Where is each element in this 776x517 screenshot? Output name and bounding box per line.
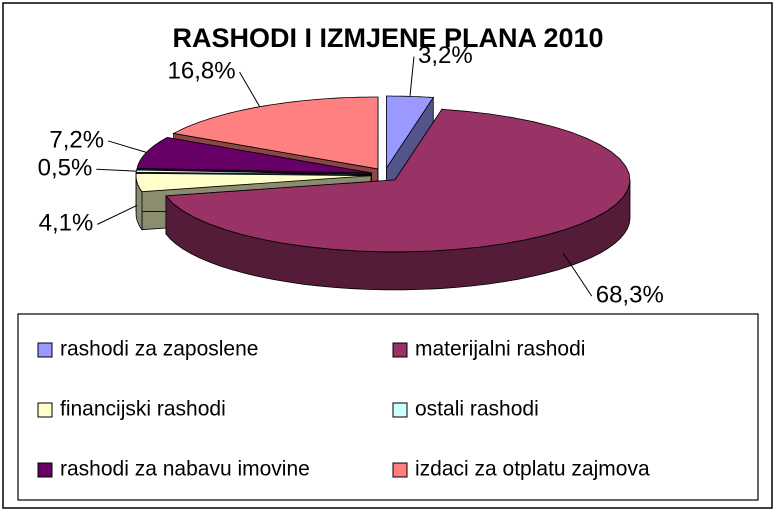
legend-label: izdaci za otplatu zajmova [415, 458, 650, 481]
pie: 3,2% 68,3% 4,1% 0,5%7,2% 16,8% [38, 42, 664, 309]
data-label: 3,2% [418, 42, 473, 69]
legend: rashodi za zaposlene materijalni rashodi f… [37, 338, 650, 481]
leader-line [96, 168, 137, 172]
legend-swatch [392, 342, 408, 358]
leader-line [97, 204, 138, 225]
legend-swatch [392, 462, 408, 478]
legend-swatch [37, 462, 53, 478]
leader-line [107, 140, 147, 153]
slice-top [135, 172, 372, 193]
legend-label: rashodi za nabavu imovine [60, 458, 310, 481]
leader-line [562, 252, 593, 297]
slice-top [135, 169, 372, 176]
legend-label: materijalni rashodi [415, 338, 585, 361]
legend-label: rashodi za zaposlene [60, 338, 258, 361]
legend-swatch [37, 402, 53, 418]
slice-top [165, 108, 631, 253]
data-label: 7,2% [49, 126, 104, 153]
legend-label: ostali rashodi [415, 398, 539, 421]
data-label: 0,5% [38, 155, 93, 182]
legend-label: financijski rashodi [60, 398, 226, 421]
legend-swatch [37, 342, 53, 358]
leader-line [239, 71, 261, 107]
legend-swatch [392, 402, 408, 418]
slice [165, 108, 631, 291]
chart-title: RASHODI I IZMJENE PLANA 2010 [172, 23, 603, 53]
data-label: 68,3% [596, 281, 664, 308]
legend-box [17, 313, 759, 501]
data-label: 16,8% [168, 58, 236, 85]
leader-line [409, 56, 415, 97]
data-label: 4,1% [39, 210, 94, 237]
